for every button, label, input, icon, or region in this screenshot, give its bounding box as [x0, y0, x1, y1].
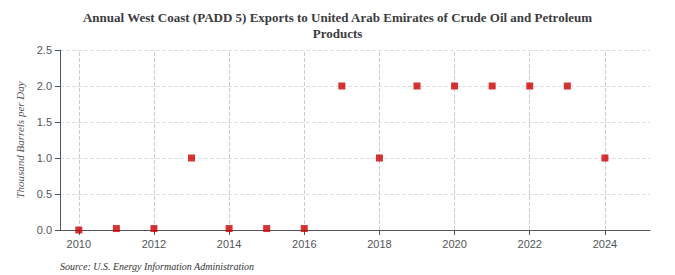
svg-text:1.5: 1.5: [37, 116, 52, 128]
svg-text:0.0: 0.0: [37, 224, 52, 236]
svg-text:2022: 2022: [518, 238, 542, 250]
svg-text:Source: U.S. Energy Informatio: Source: U.S. Energy Information Administ…: [60, 261, 254, 272]
svg-text:Products: Products: [313, 26, 363, 41]
svg-text:2010: 2010: [67, 238, 91, 250]
svg-text:2012: 2012: [142, 238, 166, 250]
svg-text:2024: 2024: [593, 238, 617, 250]
svg-text:2016: 2016: [292, 238, 316, 250]
svg-text:2018: 2018: [367, 238, 391, 250]
svg-text:Thousand Barrels per Day: Thousand Barrels per Day: [14, 81, 26, 198]
svg-text:2020: 2020: [442, 238, 466, 250]
svg-text:0.5: 0.5: [37, 188, 52, 200]
svg-text:Annual West Coast (PADD 5) Exp: Annual West Coast (PADD 5) Exports to Un…: [83, 10, 592, 25]
svg-text:2014: 2014: [217, 238, 241, 250]
svg-text:2.5: 2.5: [37, 44, 52, 56]
svg-text:2.0: 2.0: [37, 80, 52, 92]
svg-text:1.0: 1.0: [37, 152, 52, 164]
